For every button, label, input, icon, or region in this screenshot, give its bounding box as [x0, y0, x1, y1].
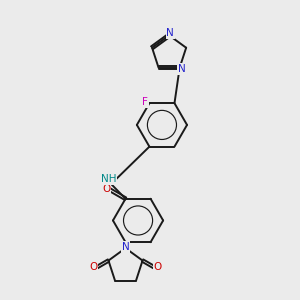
- Text: N: N: [178, 64, 185, 74]
- Text: N: N: [167, 28, 174, 38]
- Text: N: N: [122, 242, 129, 252]
- Text: F: F: [142, 97, 148, 107]
- Text: O: O: [102, 184, 110, 194]
- Text: NH: NH: [101, 174, 116, 184]
- Text: O: O: [153, 262, 162, 272]
- Text: O: O: [89, 262, 98, 272]
